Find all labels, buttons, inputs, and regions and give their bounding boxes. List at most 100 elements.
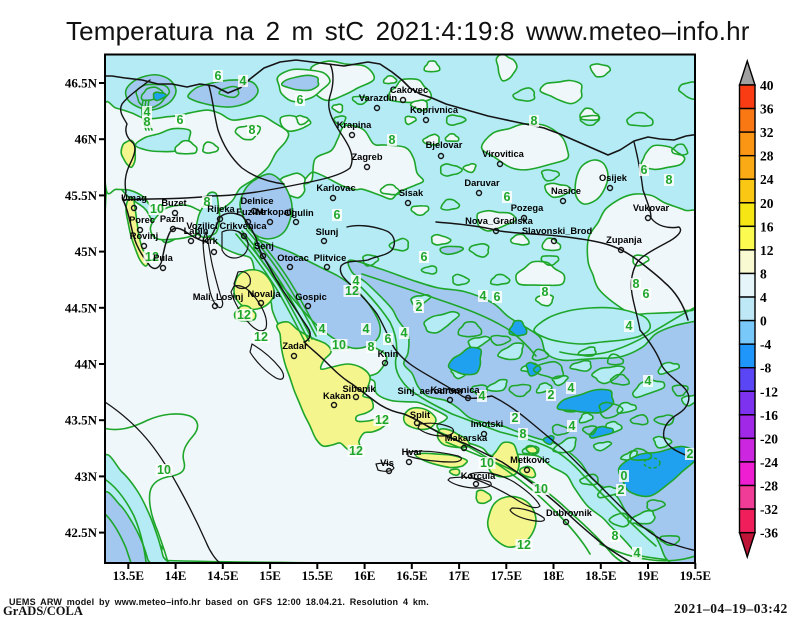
svg-text:-8: -8 [760,361,771,376]
svg-text:15E: 15E [259,568,281,583]
svg-text:4: 4 [401,326,408,340]
svg-text:Pazin: Pazin [160,214,185,224]
svg-text:12: 12 [375,413,389,427]
svg-text:Zagreb: Zagreb [352,152,383,162]
svg-text:18E: 18E [543,568,565,583]
svg-text:Krapina: Krapina [337,120,372,130]
svg-text:12: 12 [345,284,359,298]
svg-text:12: 12 [349,444,363,458]
svg-text:Varazdin: Varazdin [359,93,398,103]
svg-text:15.5E: 15.5E [302,568,333,583]
svg-text:44.5N: 44.5N [65,300,98,315]
svg-text:4: 4 [634,546,641,560]
svg-text:10: 10 [150,202,164,216]
svg-text:Pula: Pula [153,253,173,263]
svg-text:46.5N: 46.5N [65,76,98,91]
svg-text:8: 8 [531,114,538,128]
svg-text:Cakovec: Cakovec [390,85,428,95]
svg-text:Krk: Krk [202,236,218,246]
svg-text:6: 6 [297,93,304,107]
svg-text:18.5E: 18.5E [585,568,616,583]
svg-text:Nova_Gradiska: Nova_Gradiska [465,216,534,226]
svg-text:6: 6 [641,163,648,177]
svg-text:10: 10 [534,482,548,496]
svg-text:12: 12 [254,330,268,344]
svg-text:6: 6 [643,287,650,301]
svg-text:4: 4 [479,389,486,403]
svg-text:Knin: Knin [378,349,399,359]
svg-text:8: 8 [144,115,151,129]
svg-text:12: 12 [760,243,774,258]
svg-text:Virovitica: Virovitica [482,149,525,159]
svg-text:10: 10 [157,463,171,477]
svg-text:Zadar: Zadar [282,341,308,351]
svg-text:16: 16 [760,219,774,234]
svg-text:Metkovic: Metkovic [510,455,550,465]
svg-text:43.5N: 43.5N [65,413,98,428]
svg-text:10: 10 [332,338,346,352]
svg-text:2: 2 [416,300,423,314]
svg-text:Delnice: Delnice [240,196,273,206]
svg-text:4: 4 [569,419,576,433]
svg-text:-16: -16 [760,408,778,423]
svg-text:12: 12 [237,308,251,322]
svg-text:2: 2 [687,447,694,461]
svg-text:6: 6 [177,113,184,127]
svg-text:4: 4 [760,290,767,305]
svg-text:4: 4 [480,289,487,303]
svg-text:Rijeka: Rijeka [207,204,235,214]
svg-text:4: 4 [363,322,370,336]
svg-text:Plitvice: Plitvice [314,253,347,263]
svg-text:-12: -12 [760,384,778,399]
svg-text:10: 10 [480,456,494,470]
svg-text:Korcula: Korcula [461,471,496,481]
svg-text:Ogulin: Ogulin [284,208,314,218]
svg-text:Novalja: Novalja [247,289,281,299]
svg-text:40: 40 [760,78,774,93]
svg-text:12: 12 [145,250,159,264]
svg-text:14E: 14E [165,568,187,583]
svg-text:8: 8 [368,340,375,354]
svg-text:Hvar: Hvar [402,447,423,457]
svg-text:0: 0 [760,314,767,329]
svg-text:Sibenik: Sibenik [342,384,376,394]
svg-text:8: 8 [612,529,619,543]
svg-text:6: 6 [421,250,428,264]
svg-text:-32: -32 [760,502,778,517]
svg-text:Nasice: Nasice [551,186,581,196]
svg-text:-36: -36 [760,526,778,541]
svg-text:Buzet: Buzet [161,198,186,208]
svg-text:42.5N: 42.5N [65,525,98,540]
svg-text:28: 28 [760,149,774,164]
svg-text:4: 4 [626,319,633,333]
svg-text:Senj: Senj [254,241,274,251]
svg-text:2: 2 [618,483,625,497]
svg-text:Makarska: Makarska [445,433,488,443]
svg-text:8: 8 [520,427,527,441]
svg-text:6: 6 [504,190,511,204]
svg-text:6: 6 [215,69,222,83]
svg-text:Karlovac: Karlovac [316,183,355,193]
svg-text:4: 4 [240,74,247,88]
svg-text:12: 12 [517,538,531,552]
svg-text:Osijek: Osijek [599,173,628,183]
svg-text:24: 24 [760,172,774,187]
svg-text:32: 32 [760,125,774,140]
svg-text:Vis: Vis [380,458,394,468]
svg-text:8: 8 [633,277,640,291]
svg-text:8: 8 [204,195,211,209]
svg-text:Porec: Porec [129,215,155,225]
svg-text:Crikvenica: Crikvenica [219,221,267,231]
svg-text:4: 4 [645,374,652,388]
svg-text:8: 8 [542,285,549,299]
svg-text:Rovinj: Rovinj [130,231,158,241]
svg-text:45N: 45N [75,244,98,259]
svg-text:Dubrovnik: Dubrovnik [546,508,593,518]
svg-text:8: 8 [249,123,256,137]
svg-text:4: 4 [144,105,151,119]
svg-text:0: 0 [621,469,628,483]
svg-text:8: 8 [666,173,673,187]
svg-text:Pozega: Pozega [511,203,544,213]
svg-text:-24: -24 [760,455,778,470]
svg-text:Split: Split [410,410,430,420]
